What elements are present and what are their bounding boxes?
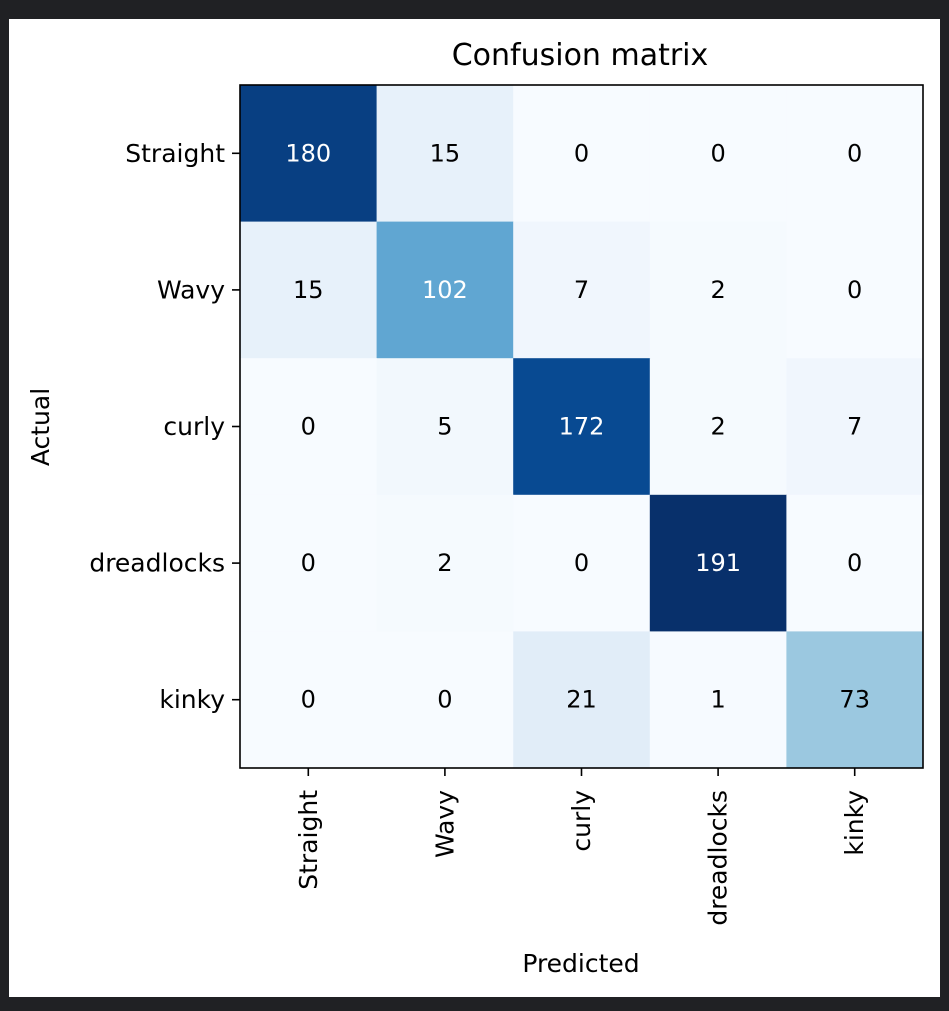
cells-layer	[240, 85, 924, 769]
cell-value-label: 191	[695, 549, 741, 577]
cell-value-label: 0	[847, 549, 862, 577]
x-tick-label: kinky	[840, 790, 869, 856]
heatmap-cell	[786, 358, 924, 496]
y-tick-label: Wavy	[157, 275, 225, 304]
heatmap-cell	[649, 631, 787, 769]
heatmap-cell	[786, 494, 924, 632]
cell-value-label: 180	[285, 139, 331, 167]
cell-value-label: 7	[847, 413, 862, 441]
heatmap-cell	[513, 221, 651, 359]
cell-value-label: 2	[710, 276, 725, 304]
heatmap-cell	[649, 358, 787, 496]
cell-value-label: 1	[710, 686, 725, 714]
heatmap-cell	[376, 494, 514, 632]
heatmap-cell	[649, 221, 787, 359]
heatmap-cell	[513, 358, 651, 496]
heatmap-cell	[240, 358, 378, 496]
heatmap-cell	[649, 85, 787, 223]
y-tick-label: kinky	[159, 685, 225, 714]
cell-value-label: 102	[422, 276, 468, 304]
heatmap-cell	[786, 85, 924, 223]
heatmap-cell	[240, 631, 378, 769]
cell-value-label: 73	[839, 686, 870, 714]
x-axis-title: Predicted	[522, 949, 639, 978]
cell-labels-layer: 180 15 0 0 0 15 102 7 2 0 0 5 172 2 7 0 2 0 191 0 0 0 21 1 73	[285, 139, 870, 713]
heatmap-cell	[513, 85, 651, 223]
x-ticks-layer: Straight Wavy curly dreadlocks kinky	[294, 768, 869, 926]
cell-value-label: 0	[301, 549, 316, 577]
y-ticks-layer: Straight Wavy curly dreadlocks kinky	[89, 139, 240, 714]
y-tick-label: dreadlocks	[89, 549, 225, 578]
heatmap-cell	[513, 494, 651, 632]
heatmap-cell	[240, 85, 378, 223]
heatmap-cell	[376, 631, 514, 769]
cell-value-label: 0	[574, 139, 589, 167]
heatmap-cell	[376, 221, 514, 359]
confusion-matrix-chart: Confusion matrix 180 15 0 0 015 102 7 2 00 5 172 2 7…	[26, 38, 924, 978]
cell-value-label: 2	[710, 413, 725, 441]
cell-value-label: 2	[437, 549, 452, 577]
cell-value-label: 0	[847, 276, 862, 304]
cell-value-label: 15	[293, 276, 324, 304]
cell-value-label: 172	[559, 413, 605, 441]
heatmap-cell	[240, 494, 378, 632]
cell-value-label: 0	[574, 549, 589, 577]
cell-value-label: 15	[430, 139, 461, 167]
x-tick-label: Straight	[294, 790, 323, 890]
heatmap-cell	[240, 221, 378, 359]
y-tick-label: curly	[163, 412, 225, 441]
heatmap-cell	[786, 221, 924, 359]
cell-value-label: 0	[301, 413, 316, 441]
cell-value-label: 5	[437, 413, 452, 441]
y-axis-title: Actual	[26, 388, 55, 466]
x-tick-label: Wavy	[430, 790, 459, 858]
heatmap-cell	[376, 85, 514, 223]
heatmap-cell	[649, 494, 787, 632]
cell-value-label: 21	[566, 686, 597, 714]
cell-value-label: 0	[847, 139, 862, 167]
heatmap-cell	[376, 358, 514, 496]
cell-value-label: 0	[710, 139, 725, 167]
cell-value-label: 0	[301, 686, 316, 714]
figure-frame: Confusion matrix 180 15 0 0 0 15 102 7 2 0 0 5 172 2 7…	[9, 19, 940, 997]
y-tick-label: Straight	[125, 139, 225, 168]
chart-title: Confusion matrix	[452, 38, 709, 73]
cell-value-label: 7	[574, 276, 589, 304]
heatmap-cell	[513, 631, 651, 769]
x-tick-label: dreadlocks	[704, 790, 733, 926]
x-tick-label: curly	[567, 790, 596, 852]
heatmap-cell	[786, 631, 924, 769]
cell-value-label: 0	[437, 686, 452, 714]
